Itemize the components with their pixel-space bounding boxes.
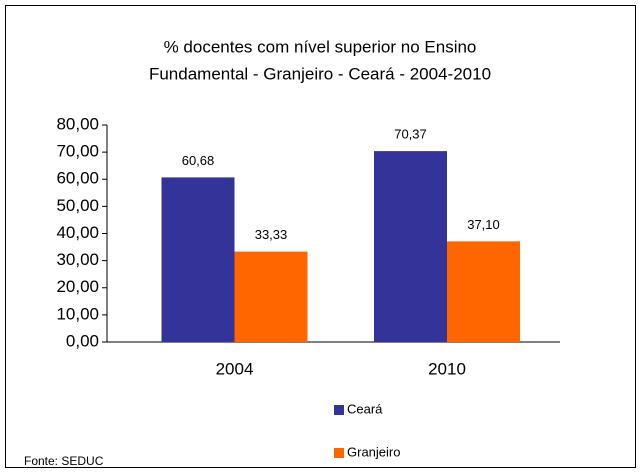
bar <box>161 177 235 342</box>
x-tick-label: 2004 <box>216 359 254 378</box>
value-label: 37,10 <box>467 217 500 232</box>
value-label: 33,33 <box>255 227 288 242</box>
y-tick-label: 10,00 <box>56 304 99 323</box>
y-tick-label: 70,00 <box>56 142 99 161</box>
source-note: Fonte: SEDUC <box>24 454 104 468</box>
y-tick-label: 30,00 <box>56 250 99 269</box>
legend-swatch <box>334 405 344 415</box>
legend-swatch <box>334 448 344 458</box>
y-tick-label: 60,00 <box>56 169 99 188</box>
x-tick-label: 2010 <box>428 359 466 378</box>
bar <box>374 151 447 342</box>
y-tick-label: 80,00 <box>56 114 99 133</box>
y-tick-label: 40,00 <box>56 223 99 242</box>
chart-frame <box>5 5 636 468</box>
legend-label: Granjeiro <box>347 444 400 459</box>
chart-title: Fundamental - Granjeiro - Ceará - 2004-2… <box>149 64 491 83</box>
bar <box>234 251 308 342</box>
chart-title: % docentes com nível superior no Ensino <box>164 37 477 56</box>
y-tick-label: 0,00 <box>66 331 99 350</box>
bar <box>447 241 520 342</box>
legend-label: Ceará <box>347 401 383 416</box>
y-tick-label: 20,00 <box>56 277 99 296</box>
y-tick-label: 50,00 <box>56 196 99 215</box>
value-label: 70,37 <box>394 127 427 142</box>
value-label: 60,68 <box>182 153 215 168</box>
